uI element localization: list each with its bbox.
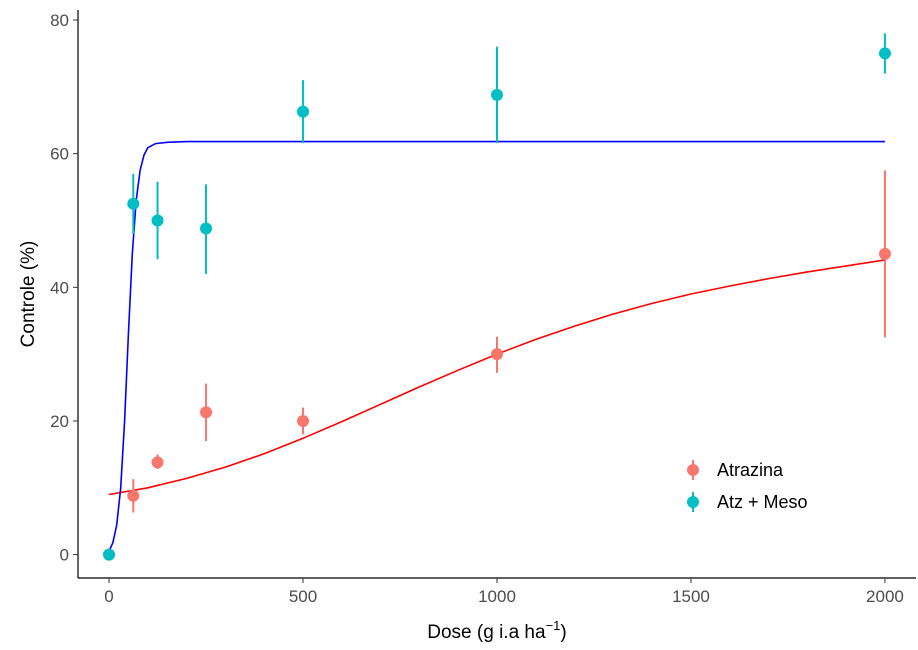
point-atrazina: [127, 489, 140, 502]
legend-label-atz-meso: Atz + Meso: [717, 492, 808, 512]
y-tick-label: 80: [50, 11, 69, 30]
y-axis-ticks: 0 20 40 60 80: [50, 11, 78, 565]
x-axis-title: Dose (g i.a ha−1): [427, 618, 566, 643]
point-atz-meso: [127, 197, 140, 210]
point-atz-meso: [103, 548, 116, 561]
y-axis-title: Controle (%): [18, 241, 39, 348]
y-tick-label: 40: [50, 278, 69, 297]
data-points: [103, 47, 891, 561]
x-tick-label: 500: [289, 587, 317, 606]
x-tick-label: 2000: [866, 587, 904, 606]
legend-label-atrazina: Atrazina: [717, 460, 784, 480]
y-tick-label: 60: [50, 145, 69, 164]
point-atrazina: [151, 456, 164, 469]
fit-curve-atz-meso: [108, 140, 885, 552]
point-atz-meso: [151, 214, 164, 227]
y-tick-label: 20: [50, 412, 69, 431]
point-atrazina: [297, 414, 310, 427]
point-atrazina: [878, 247, 891, 260]
x-axis-title-text: Dose (g i.a ha: [427, 622, 546, 643]
legend-key-dot-atrazina: [687, 464, 699, 476]
legend-key-dot-atz-meso: [687, 496, 699, 508]
point-atz-meso: [200, 222, 213, 235]
point-atrazina: [491, 348, 503, 361]
point-atz-meso: [878, 47, 891, 60]
point-atz-meso: [491, 88, 503, 101]
x-tick-label: 1500: [672, 587, 710, 606]
x-tick-label: 1000: [478, 587, 516, 606]
legend: Atrazina Atz + Meso: [687, 460, 808, 512]
x-axis-title-suffix: ): [560, 622, 566, 643]
x-tick-label: 0: [104, 587, 113, 606]
y-tick-label: 0: [60, 546, 69, 565]
point-atrazina: [200, 406, 213, 419]
x-axis-ticks: 0 500 1000 1500 2000: [104, 578, 904, 606]
point-atz-meso: [297, 105, 310, 118]
x-axis-title-superscript: −1: [546, 618, 561, 633]
